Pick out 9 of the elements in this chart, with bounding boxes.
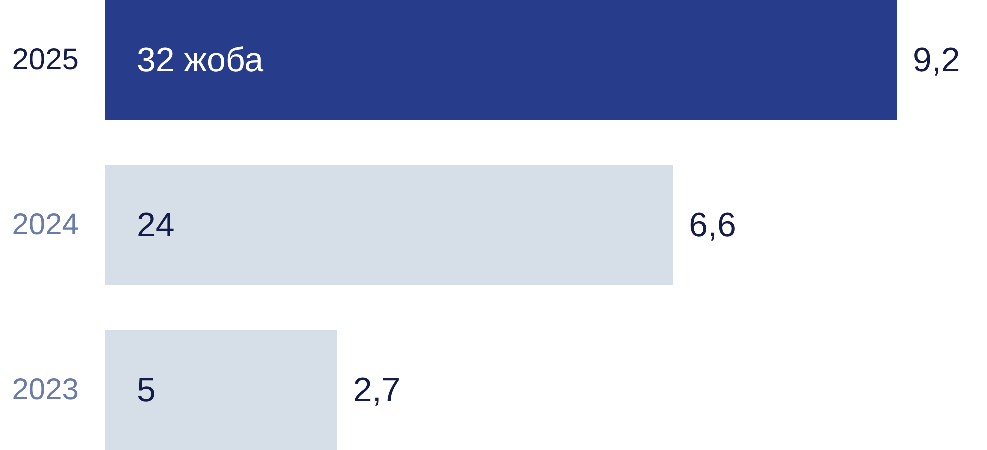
data-label: 6,6 (689, 206, 736, 244)
data-label: 2,7 (353, 372, 401, 410)
y-tick-label: 2024 (12, 208, 79, 242)
annotation: 5 (137, 372, 156, 410)
annotation: 32 жоба (137, 42, 264, 80)
y-tick-label: 2025 (12, 44, 79, 76)
y-tick-label: 2023 (12, 374, 79, 406)
annotation: 24 (137, 206, 175, 244)
data-label: 9,2 (913, 42, 960, 80)
